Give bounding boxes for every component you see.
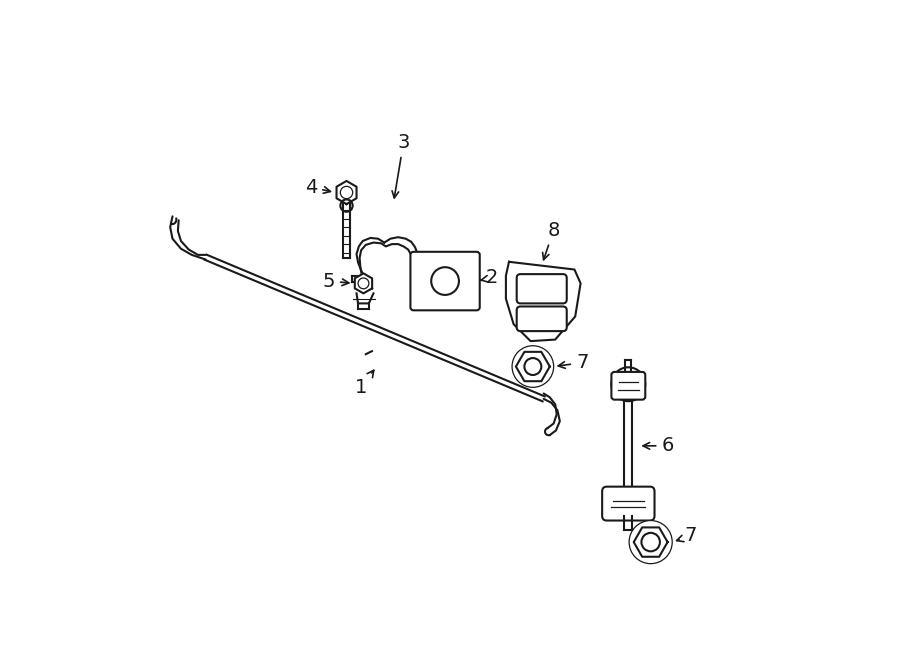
Text: 2: 2 [481, 268, 499, 288]
Text: 3: 3 [392, 133, 410, 198]
Circle shape [431, 267, 459, 295]
Polygon shape [634, 527, 668, 557]
Circle shape [629, 520, 672, 564]
Polygon shape [506, 262, 580, 341]
Circle shape [642, 533, 660, 551]
Polygon shape [337, 181, 356, 204]
Polygon shape [516, 352, 550, 381]
Text: 6: 6 [643, 436, 674, 455]
FancyBboxPatch shape [410, 252, 480, 310]
Circle shape [611, 368, 645, 401]
Text: 7: 7 [558, 353, 589, 372]
FancyBboxPatch shape [611, 372, 645, 400]
Circle shape [525, 358, 541, 375]
Text: 5: 5 [322, 272, 349, 291]
Text: 8: 8 [543, 221, 560, 260]
Circle shape [340, 200, 353, 212]
Text: 1: 1 [355, 370, 374, 397]
Polygon shape [355, 274, 372, 293]
Circle shape [512, 346, 554, 387]
Circle shape [340, 186, 353, 199]
Circle shape [358, 278, 369, 289]
FancyBboxPatch shape [602, 486, 654, 520]
Text: 7: 7 [677, 526, 697, 545]
FancyBboxPatch shape [517, 307, 567, 331]
Text: 4: 4 [305, 178, 330, 196]
FancyBboxPatch shape [517, 274, 567, 303]
